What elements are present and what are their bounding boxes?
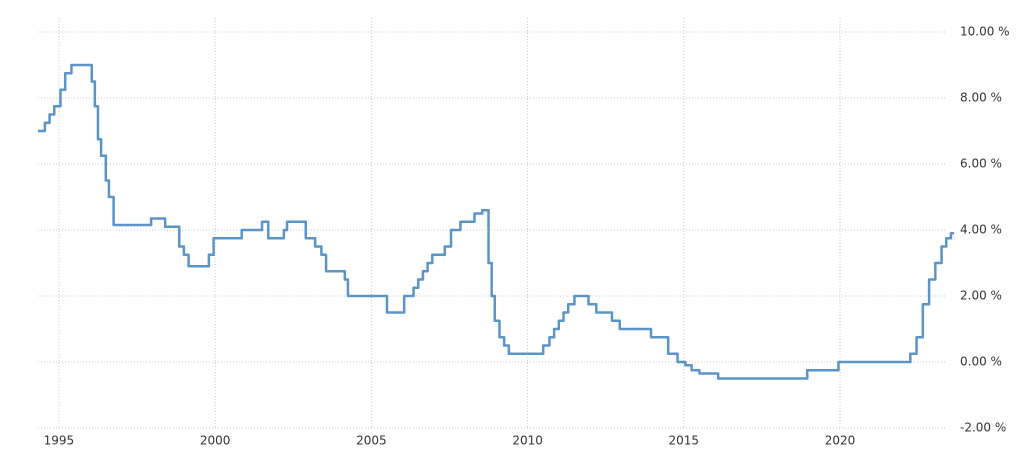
y-tick-label: -2.00 %: [960, 421, 1006, 435]
data-line: [38, 63, 955, 380]
x-tick-label: 2005: [356, 434, 387, 448]
x-tick-label: 2015: [669, 434, 700, 448]
x-tick-label: 2020: [825, 434, 856, 448]
x-tick-label: 1995: [44, 434, 75, 448]
y-tick-label: 0.00 %: [960, 355, 1002, 369]
x-tick-label: 2000: [200, 434, 231, 448]
x-tick-label: 2010: [512, 434, 543, 448]
y-tick-label: 2.00 %: [960, 289, 1002, 303]
y-tick-label: 10.00 %: [960, 25, 1010, 39]
y-tick-label: 8.00 %: [960, 91, 1002, 105]
y-tick-label: 4.00 %: [960, 223, 1002, 237]
y-tick-label: 6.00 %: [960, 157, 1002, 171]
